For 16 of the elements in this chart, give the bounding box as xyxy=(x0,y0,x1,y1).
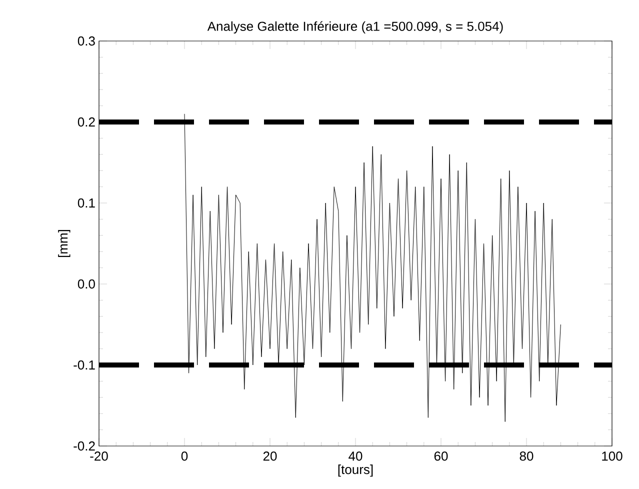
chart-title: Analyse Galette Inférieure (a1 =500.099, s = 5.054) xyxy=(207,21,503,34)
y-axis-title: [mm] xyxy=(58,230,70,258)
y-tick-label: 0.2 xyxy=(78,117,95,127)
x-tick-label: 40 xyxy=(348,452,362,461)
x-tick-label: 60 xyxy=(434,452,448,461)
y-tick-label: 0.1 xyxy=(78,198,95,208)
x-tick-label: 80 xyxy=(520,452,534,461)
x-axis-title: [tours] xyxy=(338,464,373,477)
y-tick-label: -0.1 xyxy=(74,360,95,370)
y-tick-label: 0.0 xyxy=(78,279,95,289)
x-tick-label: 100 xyxy=(602,452,622,461)
x-tick-label: 20 xyxy=(263,452,277,461)
y-tick-label: 0.3 xyxy=(78,36,95,46)
y-tick-label: -0.2 xyxy=(74,441,95,451)
x-tick-label: 0 xyxy=(181,452,188,461)
x-tick-label: -20 xyxy=(90,452,108,461)
